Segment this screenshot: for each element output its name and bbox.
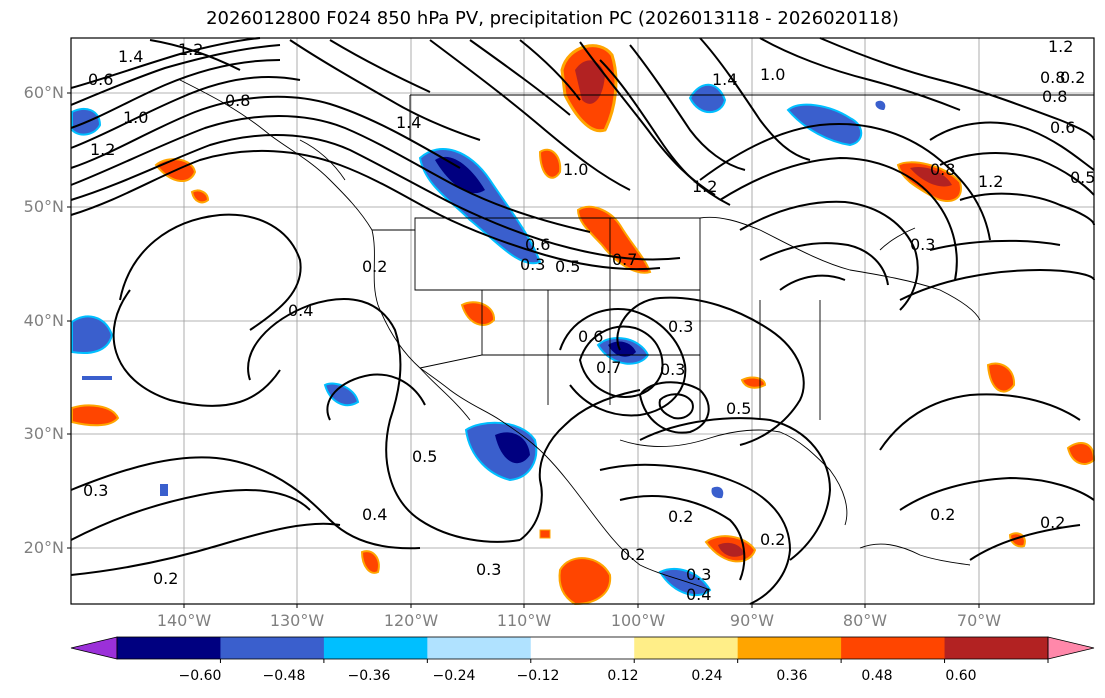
contour-label: 0.4: [362, 505, 387, 524]
contour-label: 0.4: [686, 585, 711, 604]
contour-label: 0.2: [760, 530, 785, 549]
contour-label: 0.3: [476, 560, 501, 579]
contour-label: 1.4: [712, 70, 737, 89]
contour-label: 1.2: [1048, 37, 1073, 56]
contour-label: 0.2: [153, 569, 178, 588]
map-title: 2026012800 F024 850 hPa PV, precipitatio…: [206, 8, 899, 29]
colorbar-tick-label: −0.12: [516, 668, 560, 684]
coastlines-and-borders: [179, 79, 1094, 591]
contour-label: 0.2: [1060, 68, 1085, 87]
colorbar-extend-max: [1047, 636, 1095, 660]
lon-label: 130°W: [269, 611, 325, 630]
colorbar-extend-min: [70, 636, 118, 660]
contour-label: 0.5: [726, 399, 751, 418]
contour-label: 0.3: [83, 481, 108, 500]
lat-label: 20°N: [23, 538, 64, 557]
colorbar-segment: [841, 637, 946, 659]
contour-label: 0.5: [555, 257, 580, 276]
contour-label: 1.2: [978, 172, 1003, 191]
contour-label: 1.2: [692, 177, 717, 196]
contour-label: 0.7: [612, 250, 637, 269]
lat-label: 30°N: [23, 424, 64, 443]
contour-label: 0.8: [1042, 87, 1067, 106]
lat-label: 60°N: [23, 83, 64, 102]
contour-label: 0.6: [1050, 118, 1075, 137]
contour-labels: 1.4 1.2 1.0 0.8 0.6 1.0 1.2 1.4 1.0 1.2 …: [83, 37, 1095, 604]
contour-label: 0.3: [668, 317, 693, 336]
contour-label: 1.0: [760, 65, 785, 84]
colorbar-tick-label: 0.48: [861, 668, 893, 684]
lon-label: 120°W: [383, 611, 439, 630]
contour-label: 0.5: [1070, 168, 1095, 187]
lat-label: 50°N: [23, 197, 64, 216]
contour-label: 0.3: [686, 565, 711, 584]
contour-label: 1.2: [178, 40, 203, 59]
contour-label: 1.4: [396, 113, 421, 132]
contour-label: 0.2: [1040, 513, 1065, 532]
contour-label: 1.0: [123, 108, 148, 127]
colorbar-tick-label: 0.24: [691, 668, 723, 684]
contour-label: 0.5: [412, 447, 437, 466]
contour-label: 1.0: [563, 160, 588, 179]
contour-label: 0.4: [288, 301, 313, 320]
pv-contours: [70, 37, 1095, 605]
contour-label: 0.8: [225, 91, 250, 110]
contour-label: 0.2: [668, 507, 693, 526]
contour-label: 0.3: [520, 255, 545, 274]
colorbar-segment: [737, 637, 842, 659]
contour-label: 0.2: [362, 257, 387, 276]
lat-label: 40°N: [23, 311, 64, 330]
colorbar-tick-label: −0.36: [347, 668, 391, 684]
contour-label: 0.2: [930, 505, 955, 524]
lon-label: 80°W: [842, 611, 888, 630]
lon-label: 70°W: [956, 611, 1002, 630]
contour-label: 0.6: [525, 235, 550, 254]
colorbar-segment: [220, 637, 325, 659]
lon-label: 90°W: [729, 611, 775, 630]
lon-label: 100°W: [610, 611, 666, 630]
contour-label: 0.6: [88, 70, 113, 89]
colorbar-tick-label: −0.24: [432, 668, 476, 684]
colorbar-tick-label: −0.60: [178, 668, 222, 684]
colorbar-tick-label: −0.48: [262, 668, 306, 684]
contour-label: 0.8: [930, 160, 955, 179]
contour-label: 0.7: [596, 358, 621, 377]
contour-label: 0.8: [1040, 68, 1065, 87]
colorbar-segment: [427, 637, 532, 659]
colorbar-tick-label: 0.60: [945, 668, 977, 684]
colorbar-tick-label: 0.36: [776, 668, 808, 684]
colorbar: [70, 636, 1095, 663]
contour-label: 0.2: [620, 545, 645, 564]
colorbar-outline: [116, 636, 1049, 660]
contour-label: 0.3: [910, 235, 935, 254]
colorbar-segment: [530, 637, 635, 659]
contour-label: 1.2: [90, 140, 115, 159]
contour-label: 0.3: [660, 360, 685, 379]
lon-label: 110°W: [496, 611, 552, 630]
contour-label: 1.4: [118, 47, 143, 66]
colorbar-segment: [323, 637, 428, 659]
negative-anomaly-shading: [71, 83, 886, 597]
axis-ticks: [67, 92, 980, 608]
colorbar-segment: [634, 637, 739, 659]
colorbar-segment: [117, 637, 221, 659]
colorbar-segment: [944, 637, 1049, 659]
positive-anomaly-shading: [71, 44, 1096, 606]
colorbar-tick-label: 0.12: [607, 668, 639, 684]
lon-label: 140°W: [156, 611, 212, 630]
contour-label: 0.6: [578, 327, 603, 346]
